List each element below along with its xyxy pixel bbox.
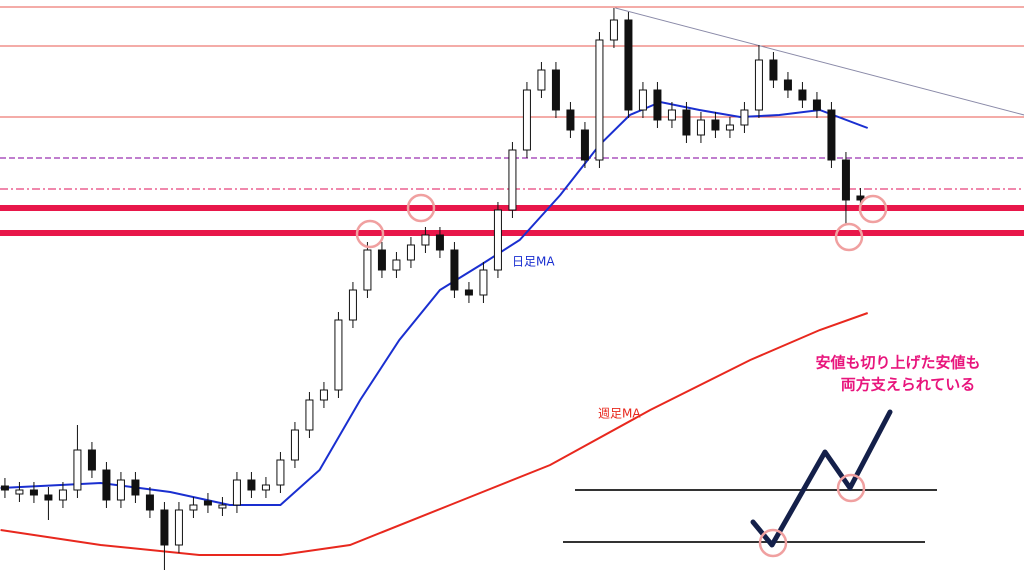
illustration [563, 409, 937, 558]
highlight-circle [758, 528, 788, 558]
candle-body [247, 479, 256, 491]
moving-average [0, 312, 869, 556]
candle-body [261, 484, 270, 491]
candle-body [740, 109, 749, 126]
highlight-circle [406, 193, 436, 223]
candle-body [696, 119, 705, 136]
candle-body [464, 289, 473, 296]
candle-body [667, 109, 676, 121]
candle-body [145, 494, 154, 511]
highlight-circle [858, 194, 888, 224]
candle-body [783, 79, 792, 91]
candle-body [508, 149, 517, 211]
candle-body [725, 124, 734, 131]
candle-body [334, 319, 343, 391]
candle-body [290, 429, 299, 461]
candle-body [653, 89, 662, 121]
candle-body [769, 59, 778, 81]
candle-body [595, 39, 604, 161]
candle-body [392, 259, 401, 271]
candle-body [566, 109, 575, 131]
ma-label: 週足MA [598, 407, 641, 421]
candle-body [638, 89, 647, 111]
candle-body [537, 69, 546, 91]
candle-body [421, 234, 430, 246]
trendline [615, 7, 1024, 116]
candle-body [682, 109, 691, 136]
candle-body [348, 289, 357, 321]
candle-body [580, 129, 589, 161]
moving-average [0, 100, 869, 506]
highlight-circle [836, 473, 866, 503]
zigzag [750, 409, 893, 548]
candle-body [87, 449, 96, 471]
candle-body [232, 479, 241, 506]
candle-body [203, 500, 212, 506]
candle-body [218, 504, 227, 509]
candle-body [0, 485, 9, 491]
candle-body [754, 59, 763, 111]
candle-body [711, 119, 720, 131]
candle-body [624, 19, 633, 111]
candle-body [493, 209, 502, 271]
candle-body [15, 489, 24, 495]
candle-body [363, 249, 372, 291]
candle-body [29, 489, 38, 496]
candle-body [609, 19, 618, 41]
candle-body [827, 109, 836, 161]
highlight-circle [834, 222, 864, 252]
highlights [355, 193, 888, 252]
candle-body [479, 269, 488, 296]
candle-body [174, 509, 183, 546]
candle-body [102, 469, 111, 501]
candle-body [551, 69, 560, 111]
candle-body [812, 99, 821, 111]
candle-body [406, 244, 415, 261]
annotation: 両方支えられている [841, 376, 976, 394]
candle-body [131, 479, 140, 496]
candle-body [798, 89, 807, 101]
candle-body [116, 479, 125, 501]
candle-body [305, 399, 314, 431]
candle-body [276, 459, 285, 486]
highlight-circle [355, 219, 385, 249]
candle-body [160, 509, 169, 546]
plot [0, 6, 1024, 570]
candle-body [73, 449, 82, 491]
candle-body [841, 159, 850, 201]
ma-label: 日足MA [512, 255, 555, 269]
candle-body [435, 234, 444, 251]
candle-body [319, 389, 328, 401]
candle-body [189, 504, 198, 511]
candle-body [377, 249, 386, 271]
candle-body [44, 494, 53, 501]
candle-body [450, 249, 459, 291]
annotation: 安値も切り上げた安値も [815, 354, 980, 372]
candle-body [522, 89, 531, 151]
candle-body [856, 195, 865, 201]
candle-body [58, 489, 67, 501]
